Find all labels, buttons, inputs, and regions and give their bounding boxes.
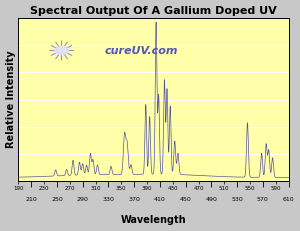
Title: Spectral Output Of A Gallium Doped UV: Spectral Output Of A Gallium Doped UV xyxy=(30,6,277,15)
Text: cureUV.com: cureUV.com xyxy=(105,46,178,56)
X-axis label: Wavelength: Wavelength xyxy=(121,216,186,225)
Y-axis label: Relative Intensity: Relative Intensity xyxy=(6,51,16,148)
Circle shape xyxy=(55,46,68,55)
